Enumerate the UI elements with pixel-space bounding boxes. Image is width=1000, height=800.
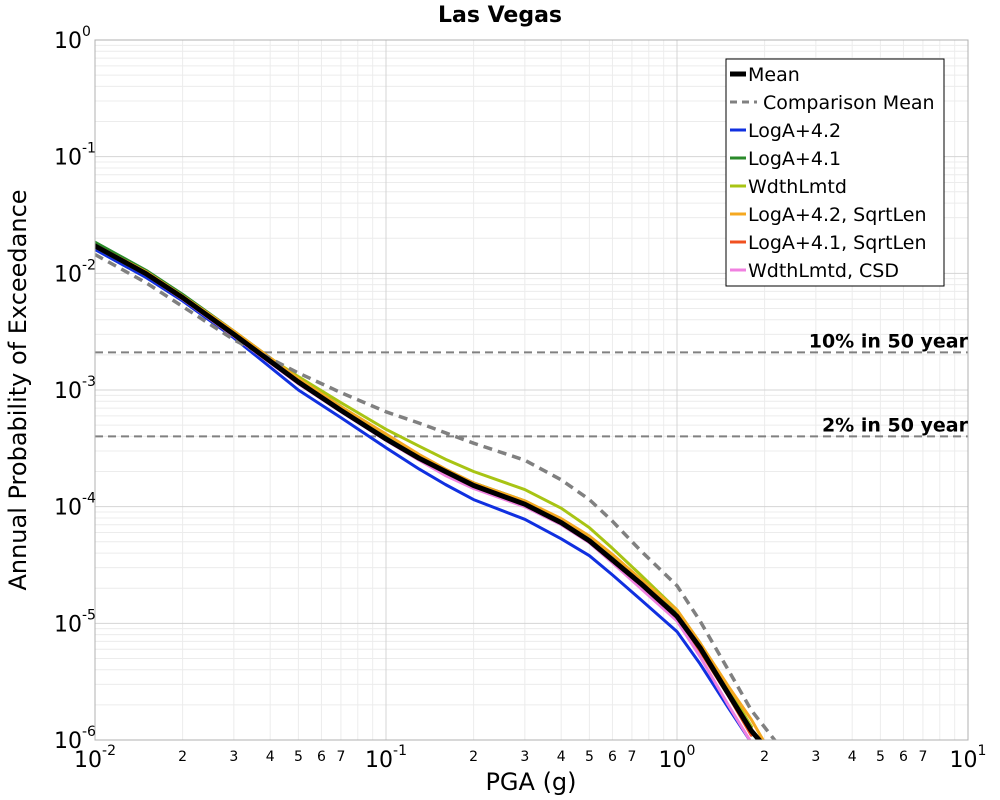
y-axis-ticks: 100 10-1 10-2 10-3 10-4 10-5 10-6: [54, 24, 96, 754]
y-tick-label: 100: [54, 24, 91, 54]
x-minor-tick-label: 7: [627, 749, 636, 765]
x-minor-tick-label: 3: [229, 749, 238, 765]
x-major-tick-label: 100: [659, 743, 696, 773]
x-minor-tick-label: 5: [876, 749, 885, 765]
x-major-tick-label: 10-1: [365, 743, 407, 773]
x-minor-tick-label: 3: [520, 749, 529, 765]
legend-label: WdthLmtd: [748, 176, 847, 198]
chart-title: Las Vegas: [438, 3, 562, 28]
x-minor-tick-label: 7: [336, 749, 345, 765]
x-minor-tick-label: 4: [848, 749, 857, 765]
series-line-comparison-mean: [95, 252, 777, 740]
series-layer: [95, 240, 777, 740]
legend-label: LogA+4.2: [748, 120, 841, 142]
reference-line-label: 2% in 50 year: [822, 414, 969, 436]
x-minor-tick-label: 2: [760, 749, 769, 765]
x-major-tick-label: 101: [950, 743, 987, 773]
legend-item: WdthLmtd: [730, 176, 847, 198]
legend-label: LogA+4.1, SqrtLen: [748, 232, 927, 254]
y-tick-label: 10-1: [54, 141, 96, 171]
x-minor-tick-label: 2: [178, 749, 187, 765]
x-minor-tick-label: 5: [585, 749, 594, 765]
legend-item: WdthLmtd, CSD: [730, 260, 899, 282]
legend-label: LogA+4.1: [748, 148, 841, 170]
legend-label: WdthLmtd, CSD: [748, 260, 899, 282]
legend-item: LogA+4.1, SqrtLen: [730, 232, 927, 254]
reference-line-label: 10% in 50 year: [809, 330, 969, 352]
y-axis-label: Annual Probability of Exceedance: [4, 189, 32, 590]
legend-item: LogA+4.2: [730, 120, 841, 142]
reference-lines: [95, 351, 968, 438]
legend-item: Comparison Mean: [730, 92, 935, 114]
y-tick-label: 10-4: [54, 491, 96, 521]
legend-box: [725, 58, 945, 287]
legend-item: Mean: [730, 64, 800, 86]
legend-item: LogA+4.2, SqrtLen: [730, 204, 927, 226]
legend-label: Comparison Mean: [763, 92, 935, 114]
x-major-tick-label: 10-2: [74, 743, 116, 773]
y-tick-label: 10-6: [54, 724, 96, 754]
y-tick-label: 10-2: [54, 257, 96, 287]
legend-label: LogA+4.2, SqrtLen: [748, 204, 927, 226]
x-minor-tick-label: 2: [469, 749, 478, 765]
legend-label: Mean: [748, 64, 800, 86]
reference-labels: 10% in 50 year 2% in 50 year: [809, 330, 969, 436]
x-minor-tick-label: 5: [294, 749, 303, 765]
x-axis-label: PGA (g): [485, 768, 576, 796]
series-line-loga-4-2-sqrtlen: [95, 243, 765, 740]
x-minor-tick-label: 4: [266, 749, 275, 765]
plot-frame: [94, 39, 969, 741]
x-minor-tick-label: 7: [918, 749, 927, 765]
x-minor-tick-label: 6: [317, 749, 326, 765]
series-line-mean: [95, 243, 763, 740]
x-minor-tick-label: 6: [899, 749, 908, 765]
x-minor-tick-label: 4: [557, 749, 566, 765]
y-tick-label: 10-5: [54, 607, 96, 637]
x-minor-tick-label: 6: [608, 749, 617, 765]
x-minor-tick-label: 3: [811, 749, 820, 765]
legend-item: LogA+4.1: [730, 148, 841, 170]
legend: Mean Comparison Mean LogA+4.2 LogA+4.1 WdthL…: [725, 58, 945, 287]
y-tick-label: 10-3: [54, 374, 96, 404]
